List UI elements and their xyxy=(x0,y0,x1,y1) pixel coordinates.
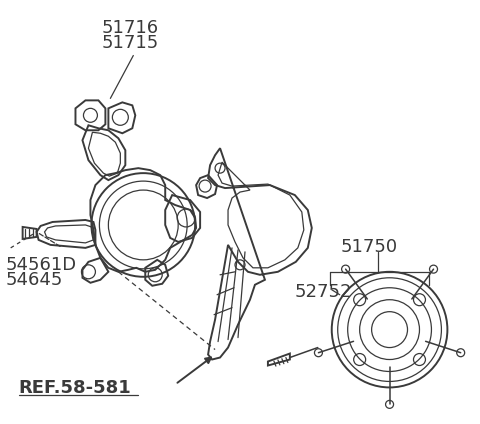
Text: 51715: 51715 xyxy=(102,33,159,52)
Text: 51750: 51750 xyxy=(341,238,398,256)
Text: REF.58-581: REF.58-581 xyxy=(19,379,132,397)
Text: 54645: 54645 xyxy=(6,271,63,289)
Text: 54561D: 54561D xyxy=(6,256,77,274)
Text: 52752: 52752 xyxy=(295,283,352,301)
Text: 51716: 51716 xyxy=(102,19,159,36)
